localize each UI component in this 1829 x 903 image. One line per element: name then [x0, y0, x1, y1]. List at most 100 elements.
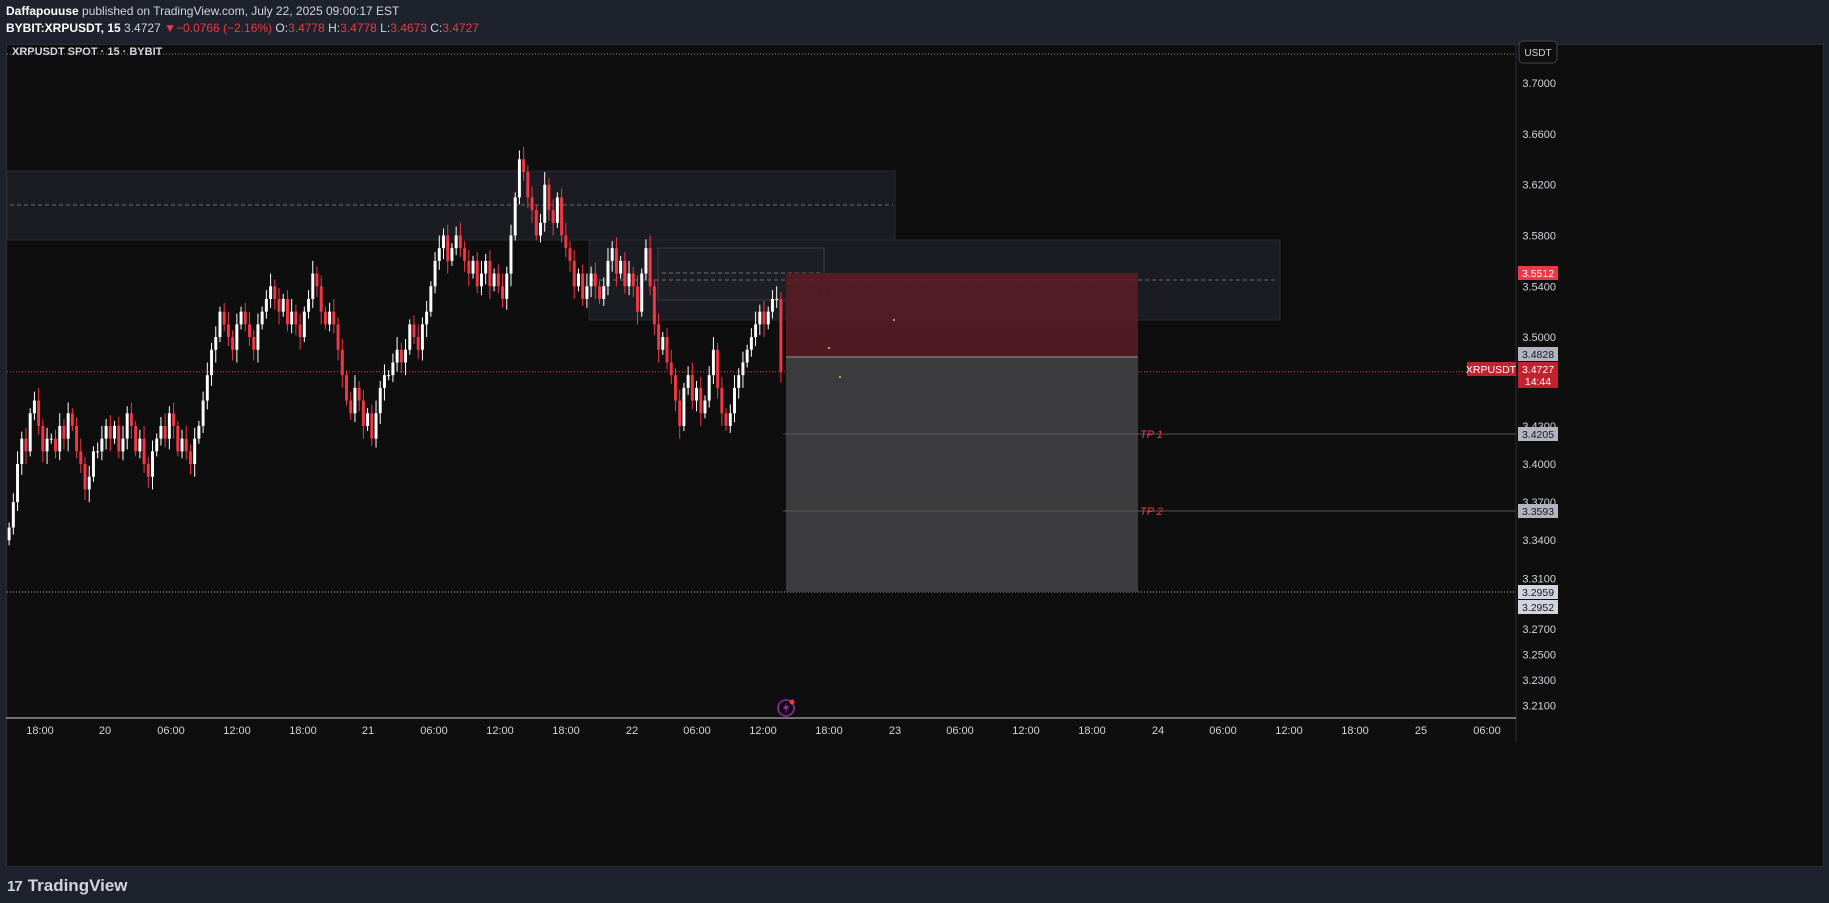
candle-body[interactable]	[252, 337, 256, 350]
candle-body[interactable]	[7, 527, 11, 541]
candle-body[interactable]	[100, 438, 104, 452]
candle-body[interactable]	[467, 260, 471, 274]
candle-body[interactable]	[699, 387, 703, 414]
candle-body[interactable]	[340, 349, 344, 376]
candle-body[interactable]	[690, 375, 694, 401]
candle-body[interactable]	[159, 425, 163, 439]
candle-body[interactable]	[425, 311, 429, 325]
candle-body[interactable]	[471, 260, 475, 274]
stop-loss-area[interactable]	[786, 273, 1138, 357]
candle-body[interactable]	[151, 451, 154, 477]
candle-body[interactable]	[399, 349, 403, 363]
candle-body[interactable]	[58, 425, 62, 452]
candle-body[interactable]	[83, 464, 87, 490]
candle-body[interactable]	[648, 248, 652, 287]
candle-body[interactable]	[302, 311, 306, 338]
candle-body[interactable]	[568, 248, 572, 261]
symbol-line[interactable]: BYBIT:XRPUSDT, 15	[6, 21, 121, 35]
candle-body[interactable]	[602, 286, 606, 299]
candle-body[interactable]	[323, 311, 327, 325]
candle-body[interactable]	[256, 324, 260, 350]
candle-body[interactable]	[589, 273, 593, 287]
candle-body[interactable]	[328, 311, 332, 325]
candle-body[interactable]	[193, 438, 197, 465]
candle-body[interactable]	[669, 362, 673, 376]
candle-body[interactable]	[420, 324, 424, 350]
candle-body[interactable]	[450, 248, 454, 261]
candle-body[interactable]	[24, 438, 28, 452]
candle-body[interactable]	[311, 273, 315, 299]
candle-body[interactable]	[307, 298, 311, 312]
candle-body[interactable]	[665, 337, 669, 363]
candle-body[interactable]	[180, 438, 184, 452]
candle-body[interactable]	[429, 286, 433, 312]
candle-body[interactable]	[716, 349, 720, 388]
candle-body[interactable]	[416, 337, 420, 350]
candle-body[interactable]	[543, 184, 547, 223]
candle-body[interactable]	[370, 413, 374, 439]
candle-body[interactable]	[686, 375, 690, 388]
candle-body[interactable]	[45, 438, 49, 452]
candle-body[interactable]	[79, 451, 83, 465]
candle-body[interactable]	[779, 298, 783, 372]
candle-body[interactable]	[754, 324, 758, 338]
candle-body[interactable]	[117, 425, 121, 452]
candle-body[interactable]	[176, 425, 180, 452]
candle-body[interactable]	[62, 425, 66, 439]
candle-body[interactable]	[113, 425, 117, 439]
candle-body[interactable]	[70, 413, 74, 426]
candle-body[interactable]	[496, 273, 500, 287]
candle-body[interactable]	[737, 375, 741, 388]
candle-body[interactable]	[87, 476, 91, 490]
candle-body[interactable]	[205, 375, 209, 401]
candle-body[interactable]	[41, 425, 45, 452]
candle-body[interactable]	[32, 400, 36, 414]
candle-body[interactable]	[657, 324, 661, 350]
candle-body[interactable]	[728, 413, 732, 426]
candle-body[interactable]	[522, 159, 526, 172]
candle-body[interactable]	[277, 298, 281, 312]
candle-body[interactable]	[243, 311, 247, 325]
candle-body[interactable]	[387, 375, 391, 377]
candle-body[interactable]	[188, 451, 192, 465]
candle-body[interactable]	[235, 324, 239, 350]
candle-body[interactable]	[281, 298, 285, 312]
candle-body[interactable]	[745, 349, 749, 363]
candle-body[interactable]	[96, 451, 100, 453]
candle-body[interactable]	[534, 210, 538, 236]
candle-body[interactable]	[593, 273, 597, 287]
lightning-icon[interactable]	[777, 699, 795, 717]
candle-body[interactable]	[509, 235, 513, 274]
candle-body[interactable]	[184, 438, 188, 452]
candle-body[interactable]	[91, 451, 95, 477]
candle-body[interactable]	[766, 311, 770, 325]
candle-body[interactable]	[315, 273, 319, 287]
candle-body[interactable]	[644, 248, 648, 274]
candle-body[interactable]	[269, 286, 273, 299]
candle-body[interactable]	[724, 413, 728, 426]
candle-body[interactable]	[361, 400, 365, 426]
candle-body[interactable]	[695, 387, 699, 401]
candle-body[interactable]	[226, 324, 230, 338]
candle-body[interactable]	[530, 197, 534, 211]
candle-body[interactable]	[627, 273, 631, 287]
candle-body[interactable]	[11, 502, 15, 528]
candle-body[interactable]	[49, 438, 53, 440]
candle-body[interactable]	[66, 413, 70, 439]
candle-body[interactable]	[749, 337, 753, 350]
candle-body[interactable]	[433, 260, 437, 287]
candle-body[interactable]	[547, 184, 551, 211]
candle-body[interactable]	[125, 413, 129, 439]
candle-body[interactable]	[446, 235, 450, 261]
candle-body[interactable]	[290, 311, 294, 325]
candle-body[interactable]	[408, 324, 412, 350]
candle-body[interactable]	[707, 375, 711, 401]
candle-body[interactable]	[332, 311, 336, 325]
candle-body[interactable]	[775, 298, 779, 300]
candle-body[interactable]	[104, 425, 108, 439]
candle-body[interactable]	[479, 273, 483, 287]
candle-body[interactable]	[218, 311, 222, 338]
candle-body[interactable]	[682, 387, 686, 426]
candle-body[interactable]	[673, 375, 677, 401]
candle-body[interactable]	[121, 438, 125, 452]
